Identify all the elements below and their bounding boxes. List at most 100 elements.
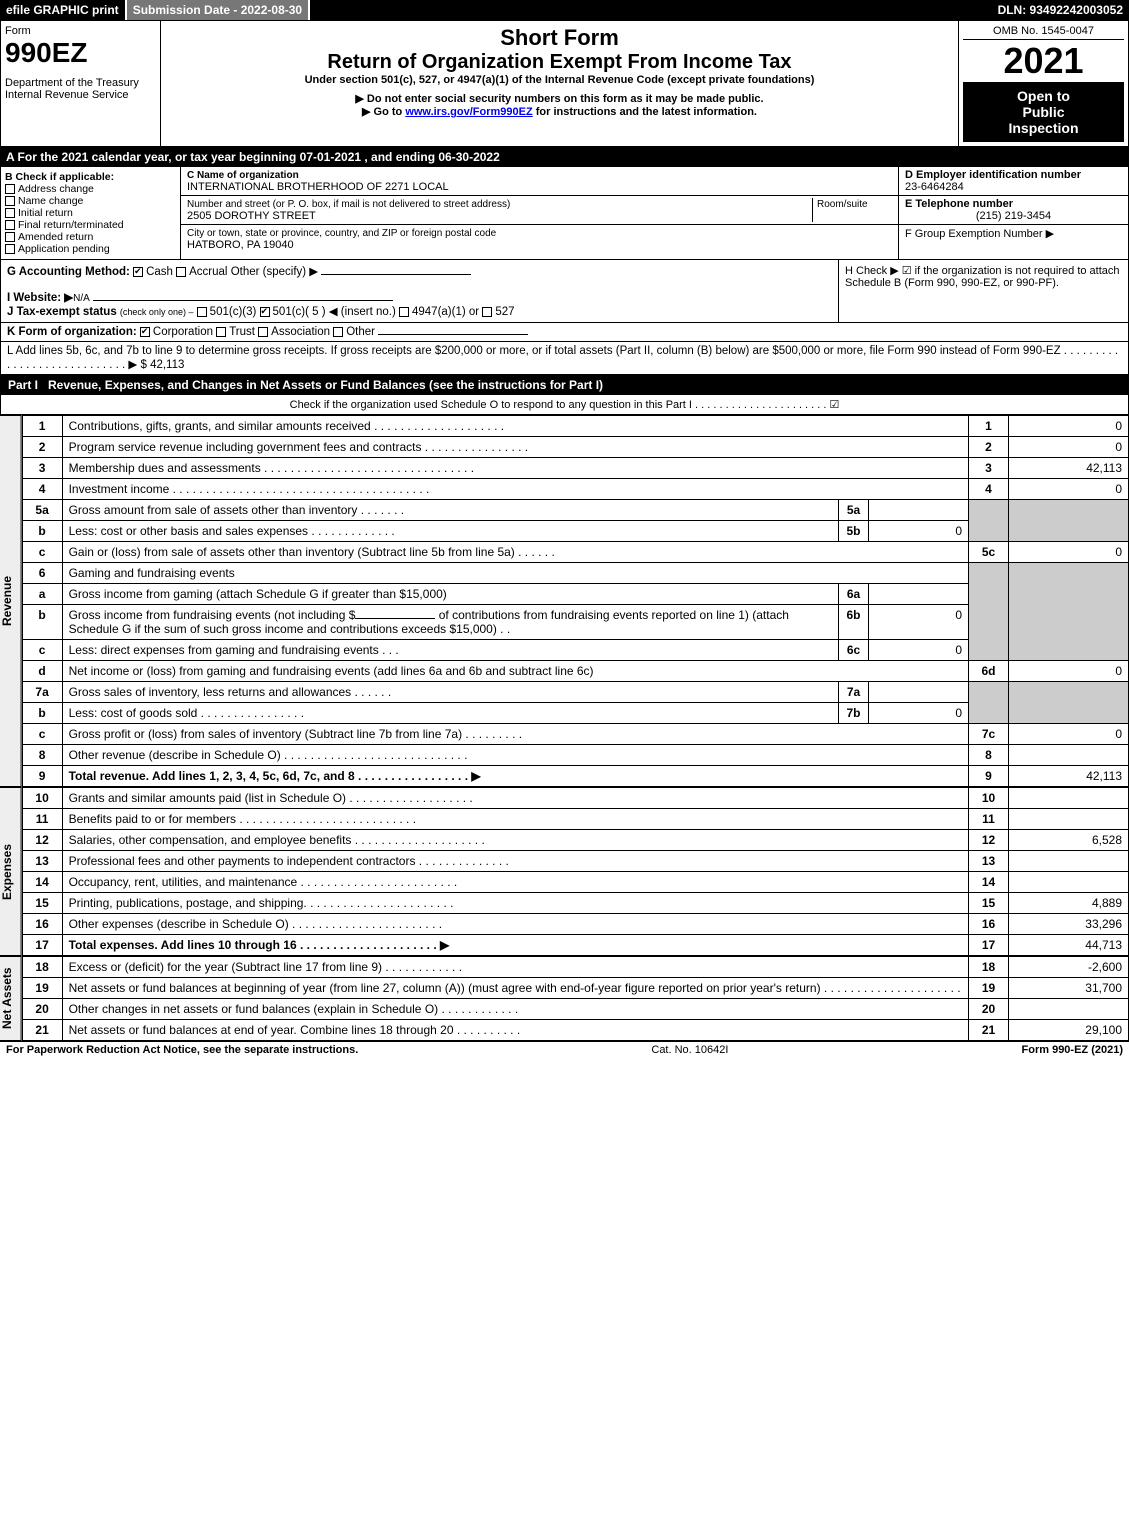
line-7a: 7aGross sales of inventory, less returns…	[22, 682, 1128, 703]
row-k: K Form of organization: Corporation Trus…	[0, 323, 1129, 342]
c-street-label: Number and street (or P. O. box, if mail…	[187, 199, 510, 210]
ssn-note: ▶ Do not enter social security numbers o…	[165, 92, 954, 105]
chk-4947[interactable]	[399, 307, 409, 317]
website-val: N/A	[73, 293, 90, 304]
ein: 23-6464284	[905, 181, 964, 193]
line-6c: cLess: direct expenses from gaming and f…	[22, 640, 1128, 661]
gross-receipts: 42,113	[150, 359, 184, 371]
top-bar: efile GRAPHIC print Submission Date - 20…	[0, 0, 1129, 20]
c-city-label: City or town, state or province, country…	[187, 228, 496, 239]
line-6a: aGross income from gaming (attach Schedu…	[22, 584, 1128, 605]
chk-address-change[interactable]	[5, 184, 15, 194]
f-label: F Group Exemption Number ▶	[905, 228, 1054, 240]
footer-mid: Cat. No. 10642I	[651, 1044, 728, 1056]
revenue-label: Revenue	[0, 415, 22, 787]
line-5a: 5aGross amount from sale of assets other…	[22, 500, 1128, 521]
line-4: 4Investment income . . . . . . . . . . .…	[22, 479, 1128, 500]
row-gh: G Accounting Method: Cash Accrual Other …	[0, 260, 1129, 323]
submission-date: Submission Date - 2022-08-30	[127, 0, 310, 20]
org-info-row: B Check if applicable: Address change Na…	[0, 167, 1129, 260]
part1-title: Revenue, Expenses, and Changes in Net As…	[48, 378, 603, 392]
phone: (215) 219-3454	[905, 210, 1122, 222]
part1-header: Part I Revenue, Expenses, and Changes in…	[0, 375, 1129, 395]
open-badge: Open to Public Inspection	[963, 82, 1124, 142]
line-9: 9Total revenue. Add lines 1, 2, 3, 4, 5c…	[22, 766, 1128, 787]
row-l: L Add lines 5b, 6c, and 7b to line 9 to …	[0, 342, 1129, 375]
part1-label: Part I	[8, 378, 38, 392]
room-label: Room/suite	[817, 199, 868, 210]
g-label: G Accounting Method:	[7, 266, 130, 278]
irs-link[interactable]: www.irs.gov/Form990EZ	[405, 106, 532, 118]
chk-initial-return[interactable]	[5, 208, 15, 218]
chk-accrual[interactable]	[176, 267, 186, 277]
line-16: 16Other expenses (describe in Schedule O…	[22, 914, 1128, 935]
chk-other[interactable]	[333, 327, 343, 337]
chk-name-change[interactable]	[5, 196, 15, 206]
line-8: 8Other revenue (describe in Schedule O) …	[22, 745, 1128, 766]
line-3: 3Membership dues and assessments . . . .…	[22, 458, 1128, 479]
line-12: 12Salaries, other compensation, and empl…	[22, 830, 1128, 851]
chk-trust[interactable]	[216, 327, 226, 337]
chk-amended[interactable]	[5, 232, 15, 242]
line-15: 15Printing, publications, postage, and s…	[22, 893, 1128, 914]
omb-label: OMB No. 1545-0047	[963, 25, 1124, 40]
org-name: INTERNATIONAL BROTHERHOOD OF 2271 LOCAL	[187, 181, 449, 193]
short-form-label: Short Form	[165, 25, 954, 51]
footer-left: For Paperwork Reduction Act Notice, see …	[6, 1044, 358, 1056]
section-a: A For the 2021 calendar year, or tax yea…	[0, 147, 1129, 167]
c-name-label: C Name of organization	[187, 170, 299, 181]
line-19: 19Net assets or fund balances at beginni…	[22, 978, 1128, 999]
form-number: 990EZ	[5, 37, 156, 69]
line-7c: cGross profit or (loss) from sales of in…	[22, 724, 1128, 745]
chk-corp[interactable]	[140, 327, 150, 337]
expenses-section: Expenses 10Grants and similar amounts pa…	[0, 787, 1129, 956]
header-mid: Short Form Return of Organization Exempt…	[161, 21, 958, 146]
j-label: J Tax-exempt status	[7, 306, 117, 318]
chk-527[interactable]	[482, 307, 492, 317]
chk-cash[interactable]	[133, 267, 143, 277]
line-1: 1Contributions, gifts, grants, and simil…	[22, 416, 1128, 437]
org-city: HATBORO, PA 19040	[187, 239, 294, 251]
line-18: 18Excess or (deficit) for the year (Subt…	[22, 957, 1128, 978]
netassets-table: 18Excess or (deficit) for the year (Subt…	[22, 956, 1129, 1041]
header-right: OMB No. 1545-0047 2021 Open to Public In…	[958, 21, 1128, 146]
chk-501c[interactable]	[260, 307, 270, 317]
form-word: Form	[5, 25, 156, 37]
chk-pending[interactable]	[5, 244, 15, 254]
header-left: Form 990EZ Department of the Treasury In…	[1, 21, 161, 146]
chk-final-return[interactable]	[5, 220, 15, 230]
org-street: 2505 DOROTHY STREET	[187, 210, 316, 222]
k-label: K Form of organization:	[7, 326, 137, 338]
line-7b: bLess: cost of goods sold . . . . . . . …	[22, 703, 1128, 724]
line-5b: bLess: cost or other basis and sales exp…	[22, 521, 1128, 542]
i-label: I Website: ▶	[7, 292, 73, 304]
e-label: E Telephone number	[905, 198, 1013, 210]
chk-assoc[interactable]	[258, 327, 268, 337]
expenses-table: 10Grants and similar amounts paid (list …	[22, 787, 1129, 956]
revenue-table: 1Contributions, gifts, grants, and simil…	[22, 415, 1129, 787]
revenue-section: Revenue 1Contributions, gifts, grants, a…	[0, 415, 1129, 787]
form-title: Return of Organization Exempt From Incom…	[165, 51, 954, 74]
link-note: ▶ Go to www.irs.gov/Form990EZ for instru…	[165, 105, 954, 118]
chk-501c3[interactable]	[197, 307, 207, 317]
line-11: 11Benefits paid to or for members . . . …	[22, 809, 1128, 830]
box-de: D Employer identification number 23-6464…	[898, 167, 1128, 259]
line-21: 21Net assets or fund balances at end of …	[22, 1020, 1128, 1041]
line-13: 13Professional fees and other payments t…	[22, 851, 1128, 872]
row-h: H Check ▶ ☑ if the organization is not r…	[838, 260, 1128, 322]
line-5c: cGain or (loss) from sale of assets othe…	[22, 542, 1128, 563]
box-b-title: B Check if applicable:	[5, 171, 114, 183]
footer: For Paperwork Reduction Act Notice, see …	[0, 1041, 1129, 1058]
part1-check: Check if the organization used Schedule …	[0, 395, 1129, 415]
line-14: 14Occupancy, rent, utilities, and mainte…	[22, 872, 1128, 893]
line-6: 6Gaming and fundraising events	[22, 563, 1128, 584]
d-label: D Employer identification number	[905, 169, 1081, 181]
line-20: 20Other changes in net assets or fund ba…	[22, 999, 1128, 1020]
efile-label[interactable]: efile GRAPHIC print	[0, 0, 127, 20]
dept-treasury: Department of the Treasury	[5, 77, 156, 89]
line-17: 17Total expenses. Add lines 10 through 1…	[22, 935, 1128, 956]
netassets-section: Net Assets 18Excess or (deficit) for the…	[0, 956, 1129, 1041]
line-6b: bGross income from fundraising events (n…	[22, 605, 1128, 640]
footer-right: Form 990-EZ (2021)	[1022, 1044, 1123, 1056]
dept-irs: Internal Revenue Service	[5, 89, 156, 101]
